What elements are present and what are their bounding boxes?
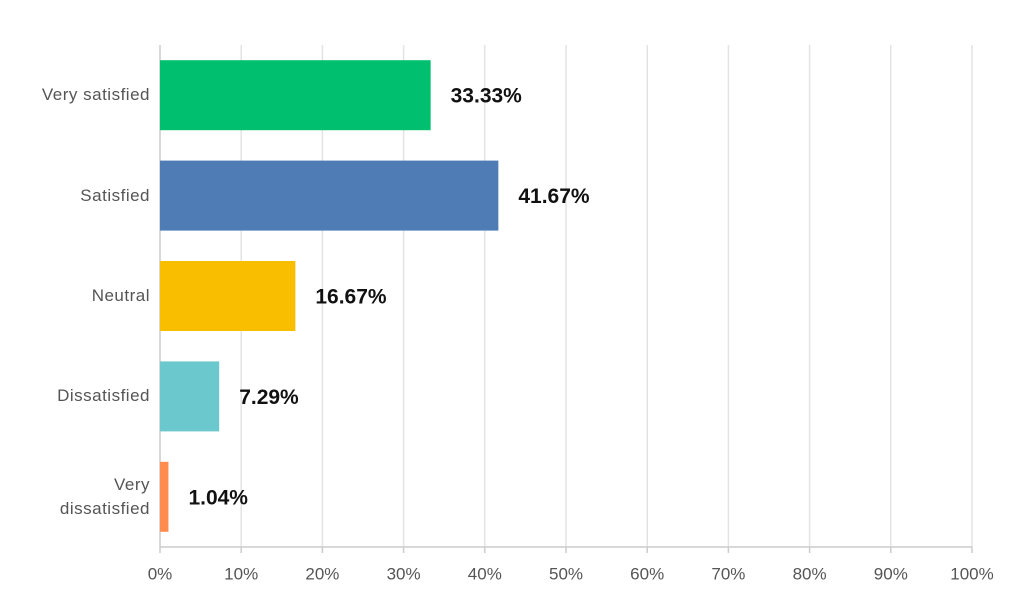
y-tick-label: Neutral: [91, 286, 150, 305]
bar: [160, 361, 220, 432]
bar: [160, 60, 431, 131]
x-tick-label: 20%: [305, 564, 339, 583]
x-tick-label: 10%: [224, 564, 258, 583]
bar: [160, 261, 296, 331]
x-tick-label: 30%: [387, 564, 421, 583]
x-tick-label: 40%: [468, 564, 502, 583]
bar: [160, 160, 499, 231]
y-tick-label: Satisfied: [80, 185, 150, 205]
y-tick-label: Very dissatisfied: [59, 474, 150, 518]
x-tick-label: 50%: [549, 564, 583, 583]
value-label: 41.67%: [518, 185, 590, 208]
value-label: 7.29%: [239, 386, 299, 409]
value-label: 33.33%: [451, 85, 523, 108]
x-tick-label: 80%: [793, 564, 827, 583]
value-label: 1.04%: [188, 486, 248, 509]
x-tick-label: 70%: [711, 564, 745, 583]
y-tick-label: Dissatisfied: [57, 386, 150, 406]
x-tick-label: 60%: [630, 564, 664, 583]
x-tick-label: 100%: [950, 564, 993, 583]
x-tick-label: 90%: [874, 564, 908, 583]
value-label: 16.67%: [315, 286, 387, 309]
y-tick-label: Very satisfied: [41, 85, 150, 105]
x-tick-label: 0%: [148, 564, 173, 583]
bar: [160, 461, 169, 532]
